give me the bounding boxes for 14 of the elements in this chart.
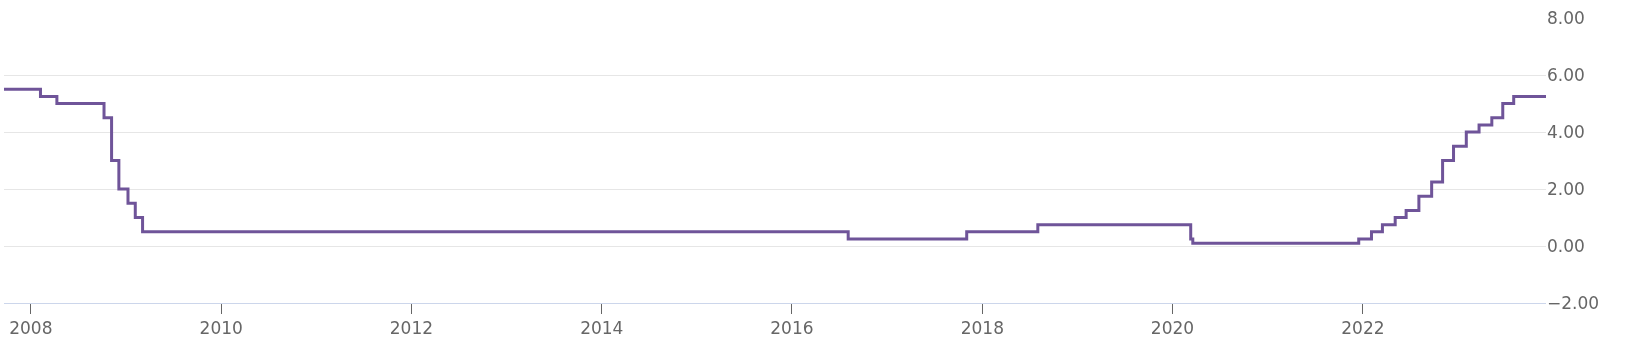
x-tick-label: 2012 [389,318,434,339]
y-tick-label: 8.00 [1547,7,1585,28]
x-tick-label: 2014 [580,318,624,339]
x-tick-label: 2020 [1150,318,1195,339]
x-tick-label: 2016 [770,318,814,339]
x-tick-label: 2010 [199,318,243,339]
x-tick-label: 2018 [960,318,1004,339]
y-tick-label: 2.00 [1547,178,1585,199]
y-tick-label: 4.00 [1547,121,1585,142]
y-tick-label: 6.00 [1547,64,1585,85]
x-tick-label: 2022 [1341,318,1385,339]
y-tick-label: 0.00 [1547,235,1585,256]
y-tick-label: −2.00 [1547,292,1600,313]
x-tick-label: 2008 [9,318,53,339]
